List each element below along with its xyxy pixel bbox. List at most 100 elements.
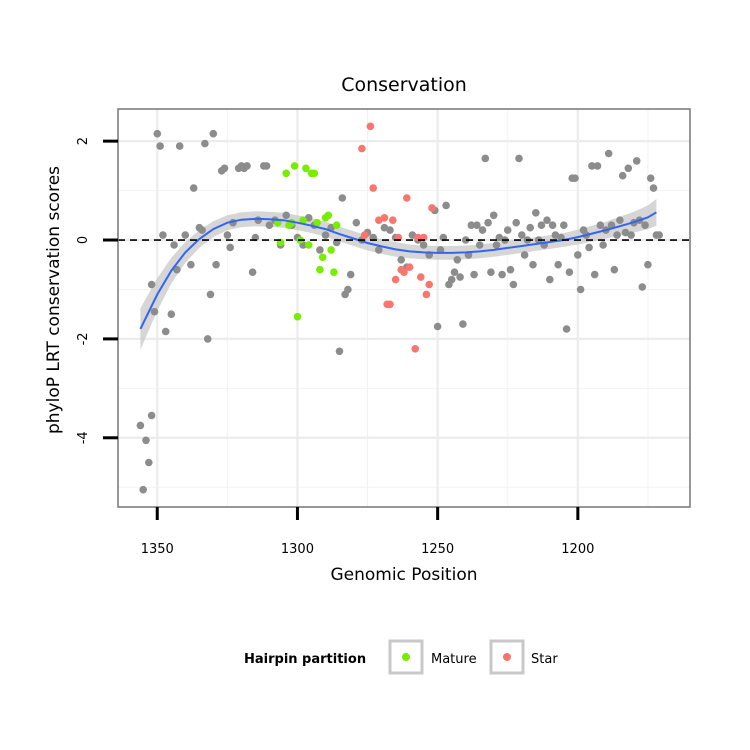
legend-marker-mature — [402, 653, 410, 661]
point-other — [352, 218, 361, 227]
point-star — [386, 300, 394, 309]
point-other — [153, 129, 162, 138]
point-other — [610, 265, 619, 274]
point-mature — [316, 265, 324, 274]
point-other — [520, 251, 529, 259]
point-other — [461, 236, 470, 244]
point-other — [386, 226, 394, 234]
point-star — [411, 345, 420, 353]
point-other — [321, 231, 330, 239]
point-other — [248, 268, 257, 277]
point-other — [624, 164, 633, 173]
point-other — [593, 162, 602, 170]
point-other — [585, 243, 593, 252]
point-other — [156, 142, 164, 150]
point-other — [596, 221, 605, 229]
point-mature — [330, 268, 338, 277]
point-other — [209, 129, 218, 138]
y-tick-label: -2 — [76, 332, 91, 345]
point-mature — [318, 253, 327, 262]
point-other — [147, 280, 156, 289]
point-mature — [324, 211, 333, 220]
smooth-line — [139, 211, 657, 330]
point-other — [574, 251, 582, 259]
point-other — [436, 246, 445, 254]
x-tick-label: 1250 — [421, 542, 454, 557]
smooth-curve — [139, 211, 657, 330]
point-star — [380, 214, 389, 222]
point-other — [338, 194, 347, 202]
point-mature — [293, 312, 302, 321]
panel-border — [117, 108, 691, 508]
point-other — [543, 216, 551, 224]
point-star — [369, 184, 378, 192]
point-other — [599, 241, 607, 249]
point-other — [226, 243, 234, 252]
point-star — [403, 194, 411, 202]
point-other — [487, 268, 495, 277]
point-other — [344, 285, 352, 294]
point-star — [422, 290, 431, 299]
point-other — [456, 273, 464, 281]
point-other — [641, 221, 649, 229]
point-star — [366, 122, 375, 131]
chart-title: Conservation — [341, 74, 467, 96]
point-mature — [332, 221, 341, 229]
point-other — [346, 270, 355, 279]
x-axis: 1350 1300 1250 1200 — [141, 507, 594, 557]
point-other — [489, 211, 498, 220]
x-tick-label: 1300 — [281, 542, 314, 557]
plot-panel — [117, 108, 691, 508]
point-mature — [327, 246, 335, 254]
point-other — [316, 246, 324, 254]
point-other — [453, 255, 462, 264]
y-tick-label: 2 — [76, 137, 91, 145]
point-other — [481, 154, 490, 163]
point-mature — [302, 164, 310, 173]
point-star — [405, 263, 414, 272]
point-other — [254, 216, 262, 224]
point-mature — [313, 218, 321, 227]
point-other — [526, 223, 534, 232]
point-other — [532, 209, 540, 217]
point-other — [433, 322, 442, 331]
point-other — [475, 241, 484, 249]
point-other — [506, 265, 515, 274]
point-other — [618, 171, 627, 180]
point-star — [428, 204, 436, 212]
point-other — [243, 162, 251, 170]
point-other — [484, 218, 492, 227]
x-tick-label: 1200 — [561, 542, 594, 557]
point-other — [220, 164, 229, 173]
point-other — [150, 307, 159, 316]
point-star — [358, 144, 366, 153]
point-other — [627, 231, 635, 239]
point-other — [560, 221, 568, 229]
point-other — [512, 218, 520, 227]
legend-label-mature: Mature — [431, 652, 477, 667]
x-tick-label: 1350 — [141, 542, 174, 557]
point-star — [391, 275, 400, 284]
point-mature — [304, 241, 313, 249]
point-other — [375, 246, 383, 254]
panel-background — [118, 109, 690, 507]
point-mature — [299, 216, 307, 224]
point-other — [335, 347, 344, 356]
legend-title: Hairpin partition — [244, 652, 366, 667]
point-star — [417, 273, 425, 281]
point-star — [360, 231, 369, 239]
point-star — [425, 280, 434, 289]
point-other — [576, 285, 585, 294]
point-other — [262, 162, 271, 170]
point-mature — [310, 169, 319, 178]
point-other — [447, 275, 456, 284]
point-other — [136, 421, 145, 430]
point-other — [187, 260, 195, 269]
point-other — [655, 231, 663, 239]
point-other — [419, 241, 428, 249]
point-other — [189, 184, 198, 192]
y-axis-title: phyloP LRT conservation scores — [44, 166, 64, 434]
point-other — [590, 270, 599, 279]
point-other — [537, 221, 546, 229]
point-other — [498, 270, 506, 279]
